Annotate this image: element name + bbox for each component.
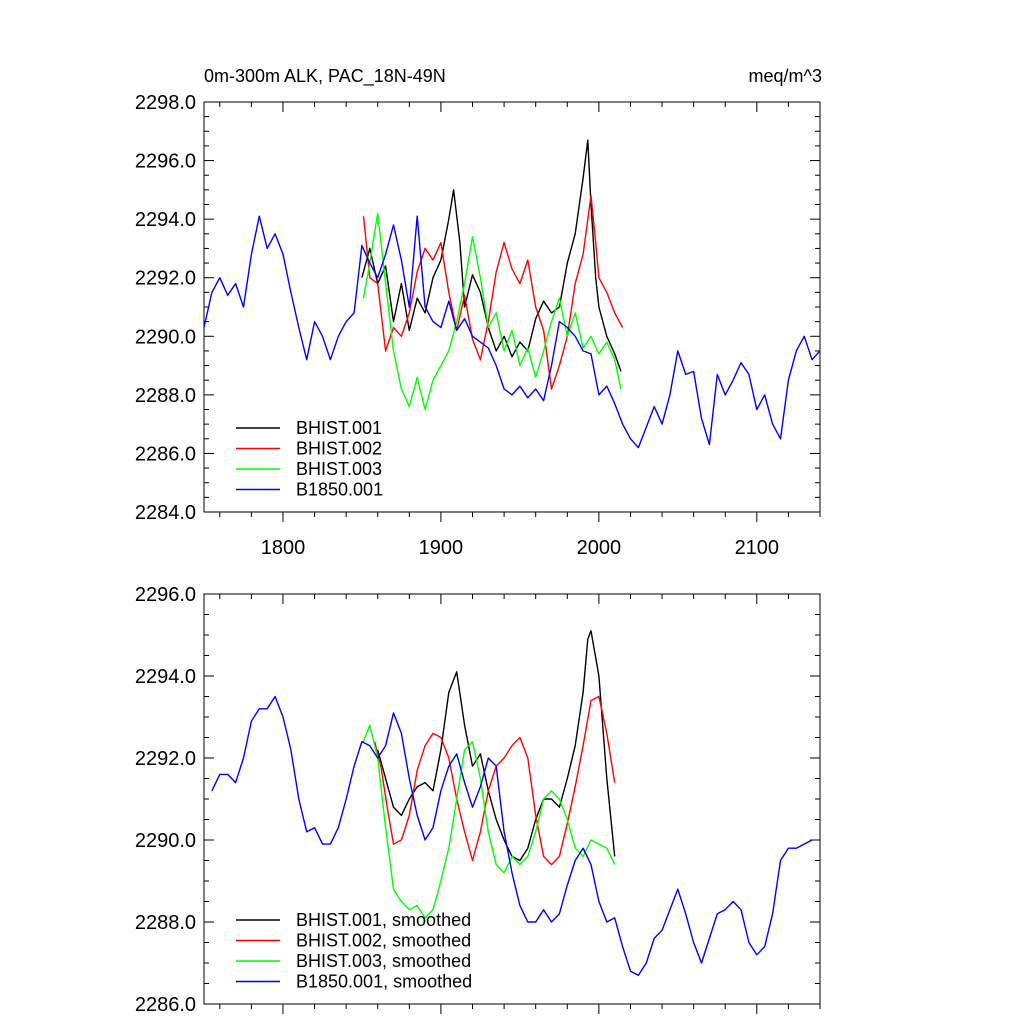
bottom-axis-ticks: 2286.0 2288.0 2290.0 2292.0 2294.0 2296.0 [135,584,821,1016]
legend-label: BHIST.001 [296,418,382,438]
chart-title: 0m-300m ALK, PAC_18N-49N [204,66,446,87]
y-tick-label: 2290.0 [135,830,196,852]
legend-label: BHIST.002 [296,439,382,459]
legend-label: BHIST.003 [296,459,382,479]
series-line-4 [211,695,813,976]
y-tick-label: 2298.0 [135,92,196,114]
series-line-3 [362,724,616,919]
top-panel: 0m-300m ALK, PAC_18N-49N meq/m^3 2284.02… [135,66,822,559]
series-line-1 [361,139,622,372]
y-tick-label: 2292.0 [135,748,196,770]
y-tick-label: 2296.0 [135,151,196,173]
y-tick-label: 2288.0 [135,912,196,934]
y-tick-label: 2292.0 [135,268,196,290]
x-tick-label: 2100 [735,537,780,559]
legend-label: BHIST.003, smoothed [296,951,471,971]
x-tick-label: 2000 [577,537,622,559]
y-tick-label: 2284.0 [135,502,196,524]
x-tick-label: 1900 [419,537,464,559]
y-tick-label: 2288.0 [135,385,196,407]
series-line-2 [362,194,624,390]
units-label: meq/m^3 [749,66,822,86]
y-tick-label: 2286.0 [135,443,196,465]
legend-label: BHIST.001, smoothed [296,910,471,930]
x-tick-label: 1800 [261,537,306,559]
series-line-3 [362,212,622,411]
y-tick-label: 2286.0 [135,994,196,1016]
series-line-4 [203,215,821,449]
series-line-1 [377,630,616,862]
series-line-2 [373,695,616,866]
legend-label: BHIST.002, smoothed [296,931,471,951]
legend-label: B1850.001 [296,480,383,500]
top-series-group [203,139,821,449]
top-axis-ticks: 2284.0 2286.0 2288.0 2290.0 2292.0 2294.0 2296… [135,92,821,559]
bottom-panel: 2286.0 2288.0 2290.0 2292.0 2294.0 2296.0 BHI… [135,584,821,1016]
bottom-series-group [211,630,813,976]
y-tick-label: 2296.0 [135,584,196,606]
y-tick-label: 2294.0 [135,666,196,688]
y-tick-label: 2290.0 [135,326,196,348]
y-tick-label: 2294.0 [135,209,196,231]
legend-label: B1850.001, smoothed [296,972,472,992]
